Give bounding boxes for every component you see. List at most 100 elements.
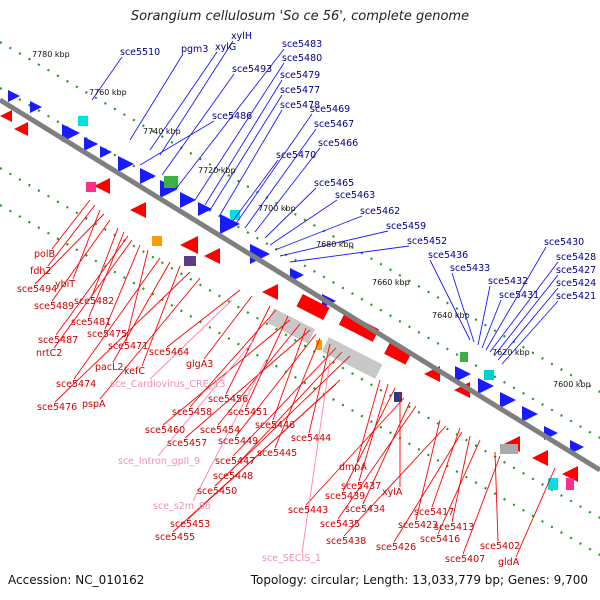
leader-line bbox=[515, 467, 556, 558]
kbp-tick-label: 7660 kbp bbox=[372, 278, 410, 287]
gene-label: sce5434 bbox=[345, 504, 385, 515]
leader-line bbox=[225, 305, 271, 395]
feature-block bbox=[548, 478, 558, 490]
gene-label: pacL2 bbox=[95, 362, 123, 373]
gene-label: sce5453 bbox=[170, 519, 210, 530]
leader-line bbox=[481, 299, 502, 349]
leader-line bbox=[493, 274, 559, 357]
gene-label: sce5459 bbox=[386, 221, 426, 232]
gene-label: sce5436 bbox=[428, 250, 468, 261]
leader-line bbox=[141, 265, 181, 367]
gene-label: sce5469 bbox=[310, 104, 350, 115]
leader-line bbox=[219, 109, 283, 216]
label-leader-lines bbox=[34, 40, 559, 558]
leader-line bbox=[162, 319, 291, 426]
gene-label: sce5465 bbox=[314, 178, 354, 189]
rna-label: sce_SECIS_1 bbox=[262, 553, 321, 564]
leader-line bbox=[437, 439, 481, 535]
feature-block bbox=[316, 340, 322, 350]
leader-line bbox=[47, 204, 96, 267]
leader-line bbox=[161, 73, 235, 176]
kbp-tick-label: 7600 kbp bbox=[553, 380, 591, 389]
kbp-tick-label: 7680 kbp bbox=[316, 240, 354, 249]
leader-line bbox=[358, 383, 389, 482]
leader-line bbox=[203, 295, 253, 360]
leader-line bbox=[356, 379, 381, 463]
leader-line bbox=[112, 261, 171, 363]
gene-label: sce5493 bbox=[232, 64, 272, 75]
gene-label: sce5482 bbox=[74, 296, 114, 307]
gene-arrow bbox=[532, 450, 548, 466]
gene-arrow bbox=[100, 146, 112, 158]
feature-block bbox=[321, 337, 383, 379]
gene-label: sce5439 bbox=[325, 491, 365, 502]
accession-text: Accession: NC_010162 bbox=[8, 573, 145, 587]
gene-label: nrtC2 bbox=[36, 348, 62, 359]
leader-line bbox=[174, 48, 285, 191]
gene-label: pgm3 bbox=[181, 44, 208, 55]
gene-arrow bbox=[262, 284, 278, 300]
gene-label: sce5466 bbox=[318, 138, 358, 149]
leader-line bbox=[72, 209, 101, 280]
map-title: Sorangium cellulosum 'So ce 56', complet… bbox=[130, 9, 470, 24]
leader-line bbox=[184, 329, 311, 439]
gene-label: sce5446 bbox=[255, 420, 295, 431]
kbp-tick-label: 7760 kbp bbox=[89, 88, 127, 97]
leader-line bbox=[254, 147, 321, 233]
kbp-tick-labels: 7780 kbp 7760 kbp 7740 kbp 7720 kbp 7700 kbp… bbox=[32, 50, 591, 389]
leader-line bbox=[429, 259, 471, 341]
gene-arrow bbox=[204, 248, 220, 264]
gene-arrow bbox=[0, 110, 12, 122]
leader-line bbox=[289, 245, 410, 263]
gene-label: sce5433 bbox=[450, 263, 490, 274]
rna-label: sce_Intron_gpII_9 bbox=[118, 456, 200, 467]
leader-line bbox=[192, 359, 267, 502]
gene-label: gldA bbox=[498, 557, 520, 568]
gene-arrow bbox=[8, 90, 20, 102]
kbp-tick-label: 7740 kbp bbox=[143, 127, 181, 136]
gene-label: sce5444 bbox=[291, 433, 331, 444]
reverse-strand-genes bbox=[0, 110, 578, 482]
gene-arrow bbox=[30, 101, 42, 113]
gene-label: sce5417 bbox=[414, 507, 454, 518]
rna-label: sce_Cardiovirus_CRE_13 bbox=[110, 379, 225, 390]
leader-line bbox=[244, 128, 317, 229]
leader-line bbox=[149, 299, 233, 380]
leader-line bbox=[301, 359, 331, 554]
leader-line bbox=[305, 397, 405, 506]
gene-label: sce5476 bbox=[37, 402, 77, 413]
gene-label: sce5457 bbox=[167, 438, 207, 449]
gene-arrow bbox=[180, 192, 196, 208]
gene-arrow bbox=[180, 236, 198, 254]
gene-label: fdh2 bbox=[30, 266, 51, 277]
gene-label: sce5479 bbox=[280, 70, 320, 81]
gene-label: sce5421 bbox=[556, 291, 596, 302]
gene-label: kefC bbox=[124, 366, 145, 377]
genome-summary-text: Topology: circular; Length: 13,033,779 b… bbox=[250, 573, 588, 587]
gene-block bbox=[338, 312, 380, 342]
leader-line bbox=[53, 239, 133, 349]
leader-line bbox=[159, 40, 234, 156]
leader-line bbox=[99, 277, 201, 400]
gene-label: glgA3 bbox=[186, 359, 213, 370]
gene-label: sce5470 bbox=[276, 150, 316, 161]
gene-arrow bbox=[220, 214, 240, 234]
gene-block bbox=[384, 341, 412, 365]
gene-label: sce5462 bbox=[360, 206, 400, 217]
leader-line bbox=[342, 387, 396, 492]
gene-arrow bbox=[500, 392, 516, 408]
leader-line bbox=[91, 227, 119, 297]
leader-line bbox=[139, 120, 215, 166]
gene-label: sce5432 bbox=[488, 276, 528, 287]
gene-label: sce5427 bbox=[556, 265, 596, 276]
leader-line bbox=[451, 272, 475, 343]
leader-line bbox=[129, 53, 184, 141]
leader-line bbox=[362, 401, 411, 505]
leader-line bbox=[489, 261, 559, 353]
leader-line bbox=[209, 94, 283, 211]
gene-label: pspA bbox=[82, 399, 106, 410]
leader-line bbox=[231, 159, 279, 223]
gene-label: sce5402 bbox=[480, 541, 520, 552]
gene-label: sce5447 bbox=[215, 456, 255, 467]
